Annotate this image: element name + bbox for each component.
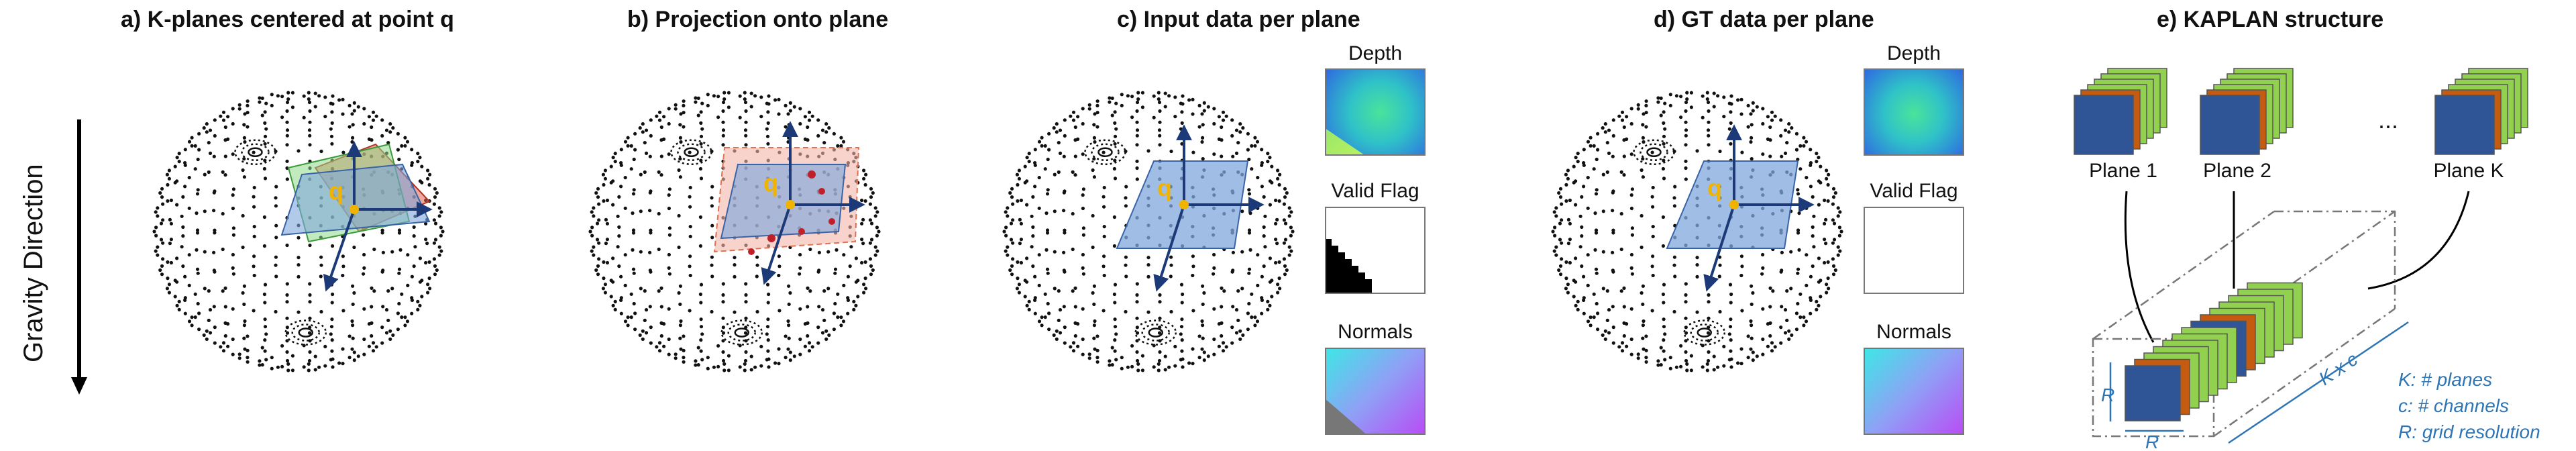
channel-layer — [2434, 95, 2495, 155]
panel-e-title: e) KAPLAN structure — [2157, 7, 2384, 32]
valid-flag-map-gt — [1864, 207, 1964, 294]
point-q-label-d: q — [1707, 174, 1722, 201]
kaplan-tensor-stack — [2125, 282, 2303, 421]
panel-d-planes: q — [1666, 124, 1815, 292]
panel-c-title: c) Input data per plane — [1117, 7, 1360, 32]
channel-layer — [2200, 95, 2260, 155]
legend-k: K: # planes — [2398, 369, 2492, 390]
dim-kxc: K x c — [2315, 348, 2361, 389]
plane-blue-b — [720, 164, 847, 240]
legend-c: c: # channels — [2398, 395, 2509, 416]
legend-r: R: grid resolution — [2398, 421, 2540, 442]
panel-d-title: d) GT data per plane — [1654, 7, 1874, 32]
point-q-label-a: q — [329, 177, 343, 205]
normals-map-gt — [1864, 348, 1964, 435]
depth-label-d: Depth — [1886, 42, 1941, 64]
dim-r-horizontal: R — [2145, 432, 2159, 451]
sphere-points — [588, 91, 881, 372]
panel-a-title: a) K-planes centered at point q — [121, 7, 454, 32]
panel-b-title: b) Projection onto plane — [627, 7, 889, 32]
tensor-layer — [2125, 365, 2181, 421]
point-q-label-b: q — [763, 169, 778, 197]
plane-k-label: Plane K — [2433, 160, 2504, 182]
plane-2-label: Plane 2 — [2203, 160, 2271, 182]
plane-2-stack — [2200, 68, 2294, 155]
panel-c-planes: q — [1116, 124, 1265, 292]
depth-label-c: Depth — [1348, 42, 1403, 64]
valid-flag-label-d: Valid Flag — [1870, 180, 1958, 202]
point-q-label-c: q — [1157, 174, 1172, 201]
channel-layer — [2074, 95, 2134, 155]
valid-flag-map-input — [1325, 207, 1426, 294]
depth-map-input — [1325, 68, 1426, 156]
normals-label-c: Normals — [1338, 321, 1413, 343]
normals-label-d: Normals — [1876, 321, 1951, 343]
ellipsis-label: ... — [2377, 106, 2398, 134]
panel-b-planes: q — [713, 121, 865, 285]
panel-a-planes: q — [280, 141, 433, 292]
sphere-points — [1551, 91, 1843, 372]
gravity-arrow — [71, 119, 87, 395]
plane-1-label: Plane 1 — [2089, 160, 2157, 182]
dim-r-vertical: R — [2101, 385, 2114, 405]
plane-k-stack — [2434, 68, 2528, 155]
valid-flag-label-c: Valid Flag — [1331, 180, 1419, 202]
plane-1-stack — [2074, 68, 2167, 155]
sphere-points — [152, 91, 445, 372]
normals-map-input — [1325, 348, 1426, 435]
depth-map-gt — [1864, 68, 1964, 156]
